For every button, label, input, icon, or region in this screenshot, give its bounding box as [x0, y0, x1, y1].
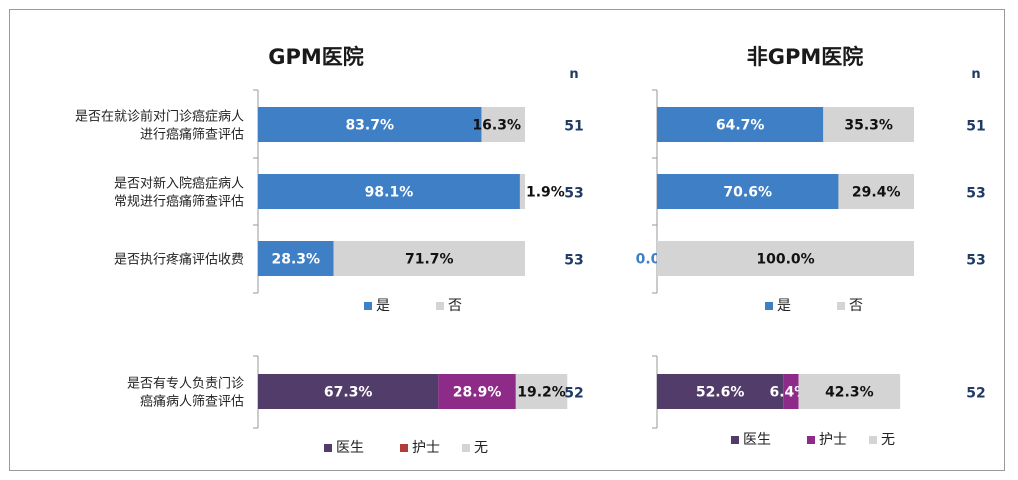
bottom-category-label-1: 癌痛病人筛查评估	[140, 394, 244, 410]
right-top-label-2-1: 100.0%	[756, 252, 814, 268]
legend-right-top-label-1: 否	[849, 298, 863, 314]
right-panel-title: 非GPM医院	[747, 45, 864, 69]
category-label-0-1: 进行癌痛筛查评估	[140, 127, 244, 143]
right-bottom-label-0-0: 52.6%	[696, 385, 745, 401]
left-top-n-0: 51	[564, 119, 583, 135]
legend-right-bottom-swatch-2	[869, 436, 877, 444]
right-top-bar-1-1	[838, 174, 914, 209]
left-bottom-bar-0-1	[438, 374, 516, 409]
legend-right-bottom-label-1: 护士	[819, 432, 847, 448]
left-top-bar-1-1	[519, 174, 525, 209]
left-top-bar-2-1	[333, 241, 525, 276]
left-top-label-0-0: 83.7%	[345, 118, 394, 134]
right-top-label-1-1: 29.4%	[852, 185, 901, 201]
category-label-1-0: 是否对新入院癌症病人	[114, 176, 244, 192]
left-panel-title: GPM医院	[268, 45, 364, 69]
chart-frame	[9, 9, 1005, 471]
right-top-label-1-0: 70.6%	[723, 185, 772, 201]
left-top-label-2-1: 71.7%	[405, 252, 454, 268]
left-top-label-1-0: 98.1%	[365, 185, 414, 201]
right-top-bar-0-1	[823, 107, 914, 142]
left-top-label-0-1: 16.3%	[472, 118, 521, 134]
legend-right-bottom-swatch-0	[731, 436, 739, 444]
right-top-n-1: 53	[966, 186, 985, 202]
right-bottom-label-0-2: 42.3%	[825, 385, 874, 401]
legend-right-top-swatch-0	[765, 302, 773, 310]
right-top-bar-2-1	[657, 241, 914, 276]
legend-left-top-label-1: 否	[448, 298, 462, 314]
bottom-category-label-0: 是否有专人负责门诊	[127, 377, 244, 392]
category-label-1-1: 常规进行癌痛筛查评估	[114, 194, 244, 210]
left-top-bar-0-1	[481, 107, 525, 142]
left-bottom-n-0: 52	[564, 386, 583, 402]
right-top-n-2: 53	[966, 253, 985, 269]
left-bottom-label-0-0: 67.3%	[324, 385, 373, 401]
left-top-label-1-1: 1.9%	[526, 185, 565, 201]
left-top-bar-2-0	[258, 241, 334, 276]
legend-right-top-swatch-1	[837, 302, 845, 310]
legend-left-bottom-swatch-2	[462, 444, 470, 452]
left-bottom-label-0-2: 19.2%	[517, 385, 566, 401]
legend-left-bottom-label-2: 无	[474, 440, 488, 456]
legend-left-bottom-label-0: 医生	[336, 440, 364, 456]
right-top-n-0: 51	[966, 119, 985, 135]
legend-right-bottom-label-2: 无	[881, 432, 895, 448]
category-label-2-0: 是否执行疼痛评估收费	[114, 252, 244, 268]
legend-left-bottom-swatch-0	[324, 444, 332, 452]
left-bottom-bar-0-2	[515, 374, 568, 409]
legend-right-bottom-swatch-1	[807, 436, 815, 444]
right-bottom-bar-0-2	[798, 374, 901, 409]
legend-right-bottom-label-0: 医生	[743, 432, 771, 448]
right-bottom-bar-0-0	[657, 374, 784, 409]
legend-right-top-label-0: 是	[777, 298, 791, 314]
right-bottom-bar-0-1	[783, 374, 799, 409]
left-top-bar-0-0	[258, 107, 482, 142]
right-n-header: n	[971, 67, 980, 82]
left-top-n-2: 53	[564, 253, 583, 269]
legend-left-top-swatch-0	[364, 302, 372, 310]
category-label-0-0: 是否在就诊前对门诊癌症病人	[75, 109, 244, 125]
legend-left-bottom-label-1: 护士	[412, 440, 440, 456]
right-top-label-0-0: 64.7%	[716, 118, 765, 134]
left-bottom-bar-0-0	[258, 374, 439, 409]
right-top-label-0-1: 35.3%	[844, 118, 893, 134]
left-n-header: n	[569, 67, 578, 82]
left-top-bar-1-0	[258, 174, 520, 209]
legend-left-top-label-0: 是	[376, 298, 390, 314]
left-top-n-1: 53	[564, 186, 583, 202]
left-top-label-2-0: 28.3%	[271, 252, 320, 268]
legend-left-bottom-swatch-1	[400, 444, 408, 452]
legend-left-top-swatch-1	[436, 302, 444, 310]
right-bottom-n-0: 52	[966, 386, 985, 402]
right-top-bar-1-0	[657, 174, 839, 209]
right-top-bar-0-0	[657, 107, 824, 142]
left-bottom-label-0-1: 28.9%	[453, 385, 502, 401]
